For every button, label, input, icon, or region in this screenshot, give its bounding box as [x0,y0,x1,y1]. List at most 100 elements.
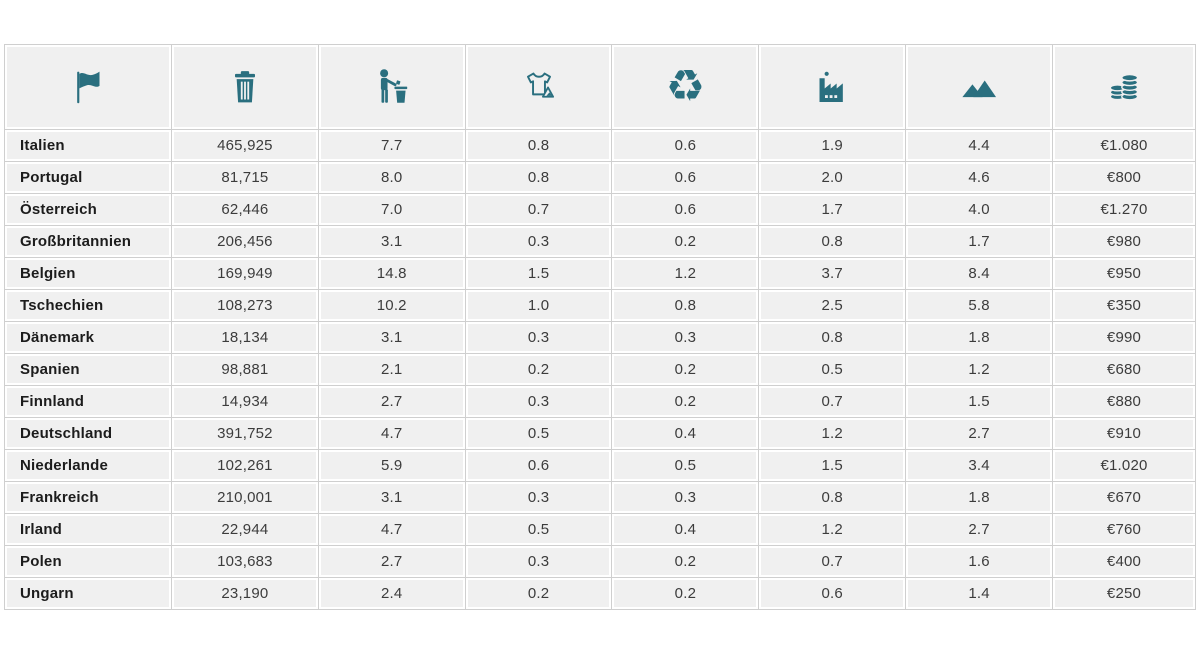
country-cell: Finnland [5,386,171,417]
value-cell: 0.5 [759,354,906,385]
column-header-country [5,45,171,129]
value-cell: 0.3 [465,226,612,257]
country-cell: Deutschland [5,418,171,449]
value-cell: 14.8 [318,258,465,289]
column-header-landfill [906,45,1052,129]
value-cell: 2.5 [759,290,906,321]
column-header-recycled: ♻ [612,45,759,129]
value-cell: 1.2 [759,418,906,449]
value-cell: 0.3 [612,322,759,353]
value-cell: 0.8 [465,130,612,161]
value-cell: 4.7 [318,418,465,449]
column-header-total-waste [172,45,318,129]
coins-icon [1055,47,1193,127]
value-cell: €250 [1053,578,1195,609]
country-waste-table: ♻ [4,44,1196,610]
value-cell: 2.7 [318,546,465,577]
value-cell: €950 [1053,258,1195,289]
value-cell: 103,683 [172,546,318,577]
column-header-industry [759,45,906,129]
value-cell: 0.3 [465,482,612,513]
value-cell: 1.0 [465,290,612,321]
value-cell: 1.9 [759,130,906,161]
tshirt-recycle-icon [468,47,610,127]
country-cell: Portugal [5,162,171,193]
value-cell: 22,944 [172,514,318,545]
value-cell: €1.020 [1053,450,1195,481]
value-cell: 4.6 [906,162,1052,193]
value-cell: 1.7 [759,194,906,225]
value-cell: 0.4 [612,418,759,449]
country-cell: Österreich [5,194,171,225]
value-cell: 0.5 [465,514,612,545]
value-cell: 1.2 [906,354,1052,385]
value-cell: 18,134 [172,322,318,353]
value-cell: €990 [1053,322,1195,353]
flag-icon [7,47,169,127]
country-cell: Belgien [5,258,171,289]
value-cell: 3.1 [318,482,465,513]
value-cell: 0.6 [759,578,906,609]
value-cell: 5.8 [906,290,1052,321]
value-cell: 1.8 [906,482,1052,513]
value-cell: €350 [1053,290,1195,321]
value-cell: 5.9 [318,450,465,481]
value-cell: €680 [1053,354,1195,385]
value-cell: 1.8 [906,322,1052,353]
value-cell: 1.7 [906,226,1052,257]
country-cell: Ungarn [5,578,171,609]
value-cell: 3.1 [318,226,465,257]
value-cell: 14,934 [172,386,318,417]
value-cell: 2.7 [906,514,1052,545]
column-header-cost [1053,45,1195,129]
value-cell: 169,949 [172,258,318,289]
table-row: Italien 465,925 7.7 0.8 0.6 1.9 4.4 €1.0… [5,130,1195,161]
value-cell: 465,925 [172,130,318,161]
country-cell: Großbritannien [5,226,171,257]
column-header-waste-per-person [318,45,465,129]
table-body: Italien 465,925 7.7 0.8 0.6 1.9 4.4 €1.0… [5,130,1195,609]
value-cell: 0.2 [612,354,759,385]
value-cell: 2.7 [906,418,1052,449]
country-cell: Tschechien [5,290,171,321]
value-cell: 1.5 [759,450,906,481]
value-cell: 3.4 [906,450,1052,481]
table-row: Polen 103,683 2.7 0.3 0.2 0.7 1.6 €400 [5,546,1195,577]
value-cell: 0.8 [759,322,906,353]
column-header-textile-waste [465,45,612,129]
table-row: Frankreich 210,001 3.1 0.3 0.3 0.8 1.8 €… [5,482,1195,513]
value-cell: €800 [1053,162,1195,193]
value-cell: €980 [1053,226,1195,257]
value-cell: 0.8 [759,482,906,513]
value-cell: 8.4 [906,258,1052,289]
value-cell: 4.4 [906,130,1052,161]
value-cell: 2.1 [318,354,465,385]
value-cell: 4.7 [318,514,465,545]
table-row: Großbritannien 206,456 3.1 0.3 0.2 0.8 1… [5,226,1195,257]
table-row: Portugal 81,715 8.0 0.8 0.6 2.0 4.6 €800 [5,162,1195,193]
table-row: Österreich 62,446 7.0 0.7 0.6 1.7 4.0 €1… [5,194,1195,225]
value-cell: 0.4 [612,514,759,545]
value-cell: 1.6 [906,546,1052,577]
value-cell: 0.7 [759,546,906,577]
country-cell: Spanien [5,354,171,385]
value-cell: 81,715 [172,162,318,193]
value-cell: €1.080 [1053,130,1195,161]
value-cell: 0.6 [612,194,759,225]
table-row: Deutschland 391,752 4.7 0.5 0.4 1.2 2.7 … [5,418,1195,449]
value-cell: 0.7 [465,194,612,225]
value-cell: 1.5 [906,386,1052,417]
table-row: Belgien 169,949 14.8 1.5 1.2 3.7 8.4 €95… [5,258,1195,289]
value-cell: 108,273 [172,290,318,321]
trash-bin-icon [174,47,316,127]
table-row: Tschechien 108,273 10.2 1.0 0.8 2.5 5.8 … [5,290,1195,321]
value-cell: 98,881 [172,354,318,385]
value-cell: 3.7 [759,258,906,289]
value-cell: 1.4 [906,578,1052,609]
value-cell: €1.270 [1053,194,1195,225]
country-cell: Italien [5,130,171,161]
value-cell: 4.0 [906,194,1052,225]
value-cell: 0.2 [465,354,612,385]
country-cell: Dänemark [5,322,171,353]
